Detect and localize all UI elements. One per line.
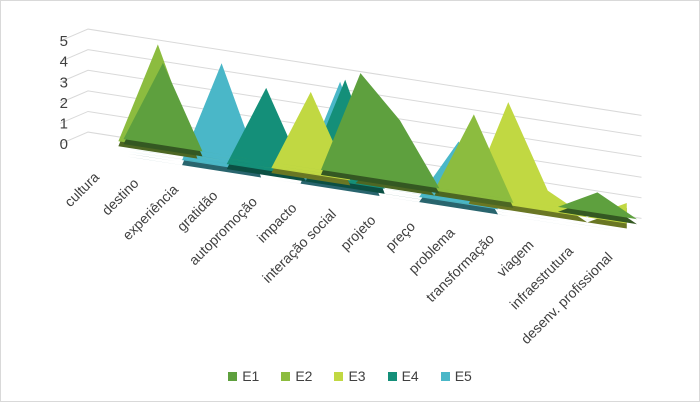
legend-label: E1 [242,368,260,384]
legend-label: E2 [295,368,313,384]
legend-label: E3 [348,368,366,384]
gridline [59,28,642,116]
legend-swatch [440,371,450,381]
x-tick-label: projeto [337,212,379,254]
legend-item-E1: E1 [228,368,259,384]
series-E1 [123,62,637,225]
x-tick-label: desenv. profissional [518,249,616,347]
legend-item-E3: E3 [334,368,366,384]
legend-label: E5 [454,368,472,384]
legend-swatch [228,371,238,381]
ribbon-face [123,62,637,220]
y-tick-label: 5 [60,33,68,50]
y-tick-label: 1 [60,115,68,132]
legend: E1 E2 E3 E4 E5 [0,367,700,385]
legend-item-E5: E5 [440,368,472,384]
x-tick-label: cultura [61,169,102,210]
legend-item-E4: E4 [387,368,419,384]
gridline [59,69,642,158]
gridline [59,49,642,137]
y-tick-label: 0 [60,136,68,153]
x-tick-label: preço [382,218,418,254]
x-tick-label: viagem [493,237,536,280]
legend-label: E4 [401,368,419,384]
legend-swatch [334,371,344,381]
y-tick-label: 2 [60,95,68,112]
legend-swatch [387,371,397,381]
x-tick-label: impacto [254,199,300,245]
y-tick-label: 3 [60,74,68,91]
legend-swatch [281,371,291,381]
legend-item-E2: E2 [281,368,312,384]
x-tick-label: destino [98,175,141,218]
y-tick-label: 4 [60,54,68,71]
